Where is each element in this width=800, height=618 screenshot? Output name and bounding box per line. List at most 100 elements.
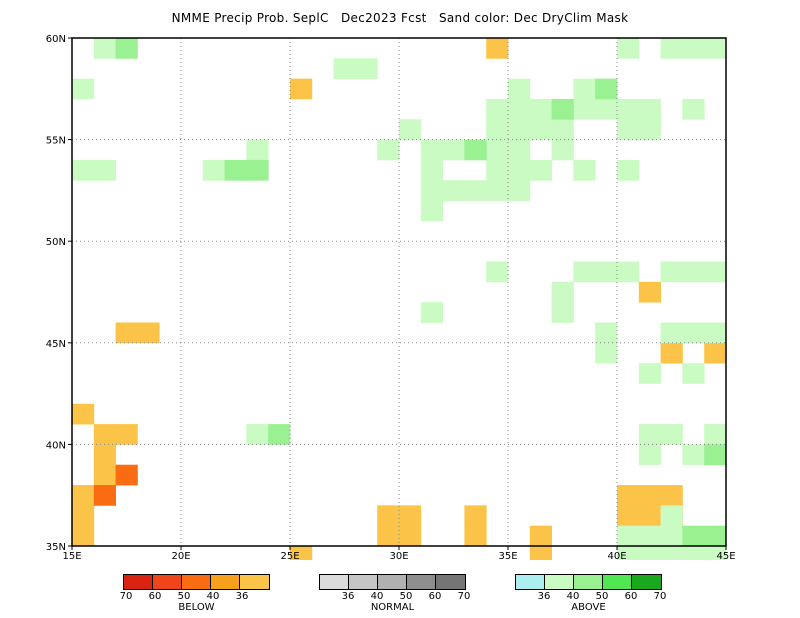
prob-cell-above-36 [682, 363, 705, 384]
probability-map: 15E 20E 25E 30E 35E 40E 45E 35N 40N 45N 50N 55N 60N [46, 34, 736, 560]
prob-cell-below-36 [529, 525, 552, 547]
legend-tick: 70 [653, 591, 667, 602]
prob-cell-above-36 [442, 139, 465, 161]
prob-cell-above-36 [704, 322, 727, 344]
prob-cell-above-36 [529, 98, 552, 120]
prob-cell-below-50 [115, 464, 138, 486]
prob-cell-above-36 [93, 38, 116, 59]
legend-swatch-normal-33 [320, 575, 349, 589]
prob-cell-below-36 [377, 525, 400, 547]
prob-cell-below-50 [93, 485, 116, 506]
x-tick-label: 45E [716, 551, 735, 560]
prob-cell-above-36 [617, 38, 640, 59]
prob-cell-above-36 [682, 546, 705, 560]
legend-tick: 70 [457, 591, 471, 602]
prob-cell-above-40 [704, 444, 727, 466]
prob-cell-below-36 [704, 342, 727, 364]
legend-tick: 60 [624, 591, 638, 602]
prob-cell-below-36 [617, 485, 640, 506]
prob-cell-above-36 [573, 159, 596, 181]
legend-swatch-above-33 [516, 575, 545, 589]
prob-cell-above-36 [93, 159, 116, 181]
prob-cell-below-36 [93, 464, 116, 486]
prob-cell-below-36 [529, 546, 552, 560]
legend-tick: 40 [370, 591, 384, 602]
prob-cell-above-36 [508, 98, 531, 120]
legend-swatch-normal-50 [407, 575, 436, 589]
prob-cell-above-36 [377, 139, 400, 161]
y-tick-label: 45N [46, 339, 66, 350]
legend-swatch-above-60 [632, 575, 661, 589]
legend-swatch-below-70 [124, 575, 153, 589]
legend-below-colorbar [123, 574, 270, 590]
prob-cell-above-36 [72, 78, 95, 100]
prob-cell-above-36 [420, 302, 443, 323]
legend-swatch-below-50 [182, 575, 211, 589]
legend-tick: 50 [177, 591, 191, 602]
prob-cell-above-36 [704, 261, 727, 283]
legend-normal: 36 40 50 60 70 NORMAL [319, 574, 470, 613]
prob-cell-above-36 [529, 159, 552, 181]
prob-cell-above-36 [551, 119, 574, 140]
prob-cell-above-36 [682, 322, 705, 344]
legend-swatch-below-36 [240, 575, 269, 589]
x-tick-label: 15E [62, 551, 81, 560]
legend-tick: 40 [566, 591, 580, 602]
legend-swatch-below-60 [153, 575, 182, 589]
chart-title: NMME Precip Prob. SeplC Dec2023 Fcst San… [171, 11, 629, 25]
prob-cell-below-36 [617, 505, 640, 527]
prob-cell-above-36 [202, 159, 225, 181]
prob-cell-above-36 [573, 261, 596, 283]
prob-cell-below-36 [638, 281, 661, 303]
prob-cell-above-40 [268, 424, 291, 445]
legend-swatch-above-36 [545, 575, 574, 589]
prob-cell-below-36 [72, 505, 95, 527]
prob-cell-below-36 [377, 505, 400, 527]
legend-above-colorbar [515, 574, 662, 590]
y-tick-label: 40N [46, 440, 66, 451]
legend-normal-colorbar [319, 574, 466, 590]
prob-cell-above-36 [420, 159, 443, 181]
prob-cell-below-36 [399, 525, 422, 547]
x-tick-label: 25E [280, 551, 299, 560]
prob-cell-above-36 [595, 261, 618, 283]
legend-swatch-above-40 [574, 575, 603, 589]
prob-cell-above-40 [246, 159, 269, 181]
prob-cell-above-36 [660, 38, 683, 59]
prob-cell-above-36 [617, 261, 640, 283]
prob-cell-above-40 [595, 78, 618, 100]
prob-cell-above-36 [660, 322, 683, 344]
prob-cell-above-36 [638, 546, 661, 560]
prob-cell-above-36 [573, 78, 596, 100]
prob-cell-below-36 [93, 444, 116, 466]
legend-tick: 70 [119, 591, 133, 602]
prob-cell-above-36 [420, 180, 443, 201]
prob-cell-above-36 [617, 98, 640, 120]
prob-cell-below-36 [72, 485, 95, 506]
prob-cell-above-36 [682, 261, 705, 283]
legend-tick: 36 [341, 591, 355, 602]
legend-below: 70 60 50 40 36 BELOW [119, 574, 270, 613]
y-tick-label: 35N [46, 542, 66, 553]
legend-swatch-above-50 [603, 575, 632, 589]
prob-cell-above-36 [486, 261, 509, 283]
legend-below-label: BELOW [178, 602, 215, 613]
prob-cell-above-36 [638, 444, 661, 466]
prob-cell-above-36 [617, 546, 640, 560]
prob-cell-below-36 [486, 38, 509, 59]
prob-cell-above-36 [660, 525, 683, 547]
prob-cell-below-36 [93, 424, 116, 445]
prob-cell-above-40 [704, 525, 727, 547]
prob-cell-above-36 [355, 58, 378, 80]
prob-cell-above-36 [486, 180, 509, 201]
prob-cell-below-36 [115, 424, 138, 445]
prob-cell-above-36 [682, 444, 705, 466]
prob-cell-above-36 [246, 139, 269, 161]
legend-tick: 40 [206, 591, 220, 602]
prob-cell-below-36 [115, 322, 138, 344]
prob-cell-above-36 [551, 302, 574, 323]
prob-cell-above-36 [638, 119, 661, 140]
prob-cell-below-36 [399, 505, 422, 527]
prob-cell-above-36 [638, 525, 661, 547]
prob-cell-above-36 [704, 38, 727, 59]
